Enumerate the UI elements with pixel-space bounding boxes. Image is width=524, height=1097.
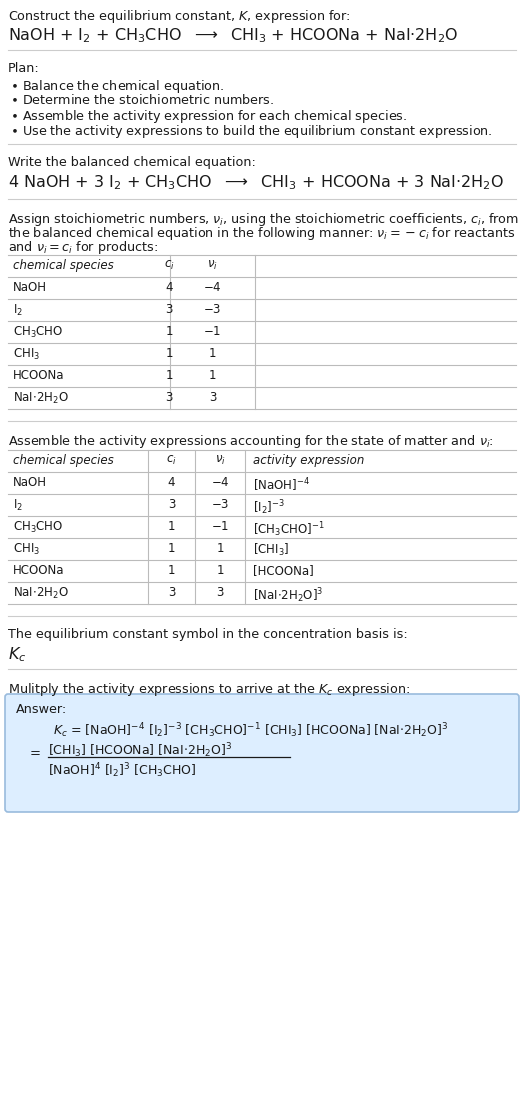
Text: NaOH: NaOH — [13, 281, 47, 294]
Text: [CHI$_3$]: [CHI$_3$] — [253, 542, 289, 558]
Text: 1: 1 — [209, 347, 216, 360]
Text: $\bullet$ Determine the stoichiometric numbers.: $\bullet$ Determine the stoichiometric n… — [10, 93, 275, 108]
Text: 1: 1 — [209, 369, 216, 382]
Text: $\nu_i$: $\nu_i$ — [207, 259, 218, 272]
Text: 1: 1 — [168, 542, 175, 555]
Text: NaI$\cdot$2H$_2$O: NaI$\cdot$2H$_2$O — [13, 586, 69, 601]
FancyBboxPatch shape — [5, 694, 519, 812]
Text: Mulitply the activity expressions to arrive at the $K_c$ expression:: Mulitply the activity expressions to arr… — [8, 681, 410, 698]
Text: [HCOONa]: [HCOONa] — [253, 564, 314, 577]
Text: $-4$: $-4$ — [203, 281, 222, 294]
Text: $\bullet$ Assemble the activity expression for each chemical species.: $\bullet$ Assemble the activity expressi… — [10, 108, 407, 125]
Text: I$_2$: I$_2$ — [13, 498, 23, 513]
Text: HCOONa: HCOONa — [13, 564, 64, 577]
Text: 3: 3 — [165, 391, 173, 404]
Text: Plan:: Plan: — [8, 63, 40, 75]
Text: $\nu_i$: $\nu_i$ — [215, 454, 225, 467]
Text: I$_2$: I$_2$ — [13, 303, 23, 318]
Text: Write the balanced chemical equation:: Write the balanced chemical equation: — [8, 156, 256, 169]
Text: 3: 3 — [168, 586, 175, 599]
Text: 1: 1 — [216, 564, 224, 577]
Text: chemical species: chemical species — [13, 454, 114, 467]
Text: 1: 1 — [165, 347, 173, 360]
Text: [NaI$\cdot$2H$_2$O]$^3$: [NaI$\cdot$2H$_2$O]$^3$ — [253, 586, 323, 604]
Text: $-1$: $-1$ — [211, 520, 229, 533]
Text: CHI$_3$: CHI$_3$ — [13, 542, 40, 557]
Text: Construct the equilibrium constant, $K$, expression for:: Construct the equilibrium constant, $K$,… — [8, 8, 351, 25]
Text: 1: 1 — [165, 325, 173, 338]
Text: $K_c$ = [NaOH]$^{-4}$ [I$_2$]$^{-3}$ [CH$_3$CHO]$^{-1}$ [CHI$_3$] [HCOONa] [NaI$: $K_c$ = [NaOH]$^{-4}$ [I$_2$]$^{-3}$ [CH… — [53, 721, 449, 739]
Text: NaOH + I$_2$ + CH$_3$CHO  $\longrightarrow$  CHI$_3$ + HCOONa + NaI$\cdot$2H$_2$: NaOH + I$_2$ + CH$_3$CHO $\longrightarro… — [8, 26, 458, 45]
Text: [NaOH]$^4$ [I$_2$]$^3$ [CH$_3$CHO]: [NaOH]$^4$ [I$_2$]$^3$ [CH$_3$CHO] — [48, 761, 196, 780]
Text: chemical species: chemical species — [13, 259, 114, 272]
Text: and $\nu_i = c_i$ for products:: and $\nu_i = c_i$ for products: — [8, 239, 158, 256]
Text: 4 NaOH + 3 I$_2$ + CH$_3$CHO  $\longrightarrow$  CHI$_3$ + HCOONa + 3 NaI$\cdot$: 4 NaOH + 3 I$_2$ + CH$_3$CHO $\longright… — [8, 173, 504, 192]
Text: $c_i$: $c_i$ — [166, 454, 177, 467]
Text: [CH$_3$CHO]$^{-1}$: [CH$_3$CHO]$^{-1}$ — [253, 520, 325, 539]
Text: NaI$\cdot$2H$_2$O: NaI$\cdot$2H$_2$O — [13, 391, 69, 406]
Text: 3: 3 — [216, 586, 224, 599]
Text: 1: 1 — [168, 520, 175, 533]
Text: 1: 1 — [216, 542, 224, 555]
Text: $-3$: $-3$ — [203, 303, 222, 316]
Text: $\bullet$ Use the activity expressions to build the equilibrium constant express: $\bullet$ Use the activity expressions t… — [10, 123, 493, 140]
Text: Assign stoichiometric numbers, $\nu_i$, using the stoichiometric coefficients, $: Assign stoichiometric numbers, $\nu_i$, … — [8, 211, 519, 228]
Text: $\bullet$ Balance the chemical equation.: $\bullet$ Balance the chemical equation. — [10, 78, 224, 95]
Text: Answer:: Answer: — [16, 703, 67, 716]
Text: [CHI$_3$] [HCOONa] [NaI$\cdot$2H$_2$O]$^3$: [CHI$_3$] [HCOONa] [NaI$\cdot$2H$_2$O]$^… — [48, 740, 233, 760]
Text: $K_c$: $K_c$ — [8, 645, 26, 664]
Text: $-4$: $-4$ — [211, 476, 230, 489]
Text: [NaOH]$^{-4}$: [NaOH]$^{-4}$ — [253, 476, 310, 494]
Text: 3: 3 — [165, 303, 173, 316]
Text: The equilibrium constant symbol in the concentration basis is:: The equilibrium constant symbol in the c… — [8, 627, 408, 641]
Text: 1: 1 — [165, 369, 173, 382]
Text: NaOH: NaOH — [13, 476, 47, 489]
Text: CH$_3$CHO: CH$_3$CHO — [13, 520, 63, 535]
Text: HCOONa: HCOONa — [13, 369, 64, 382]
Text: $-1$: $-1$ — [203, 325, 222, 338]
Text: the balanced chemical equation in the following manner: $\nu_i = -c_i$ for react: the balanced chemical equation in the fo… — [8, 225, 516, 242]
Text: CH$_3$CHO: CH$_3$CHO — [13, 325, 63, 340]
Text: 1: 1 — [168, 564, 175, 577]
Text: $-3$: $-3$ — [211, 498, 229, 511]
Text: $c_i$: $c_i$ — [163, 259, 174, 272]
Text: =: = — [30, 747, 41, 760]
Text: CHI$_3$: CHI$_3$ — [13, 347, 40, 362]
Text: 3: 3 — [168, 498, 175, 511]
Text: 4: 4 — [165, 281, 173, 294]
Text: activity expression: activity expression — [253, 454, 364, 467]
Text: 4: 4 — [168, 476, 175, 489]
Text: [I$_2$]$^{-3}$: [I$_2$]$^{-3}$ — [253, 498, 285, 517]
Text: Assemble the activity expressions accounting for the state of matter and $\nu_i$: Assemble the activity expressions accoun… — [8, 433, 494, 450]
Text: 3: 3 — [209, 391, 216, 404]
